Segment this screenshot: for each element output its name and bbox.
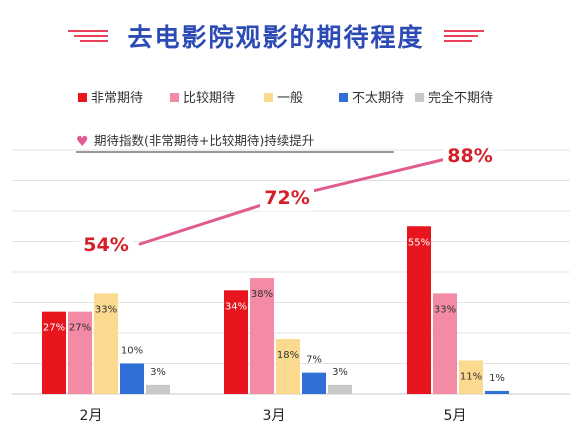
legend: 非常期待 比较期待 一般 不太期待 完全不期待 xyxy=(78,90,493,106)
index-label-3: 88% xyxy=(447,145,492,167)
index-note-text: 期待指数(非常期待+比较期待)持续提升 xyxy=(94,133,314,148)
bar-4-3 xyxy=(485,390,509,394)
bar-label-4-3: 1% xyxy=(489,373,505,384)
index-line-group: 54% 72% 88% xyxy=(79,143,497,258)
bar-4-1 xyxy=(120,363,144,394)
x-tick-label-2: 3月 xyxy=(263,408,286,424)
bar-label-4-1: 10% xyxy=(121,346,143,357)
index-label-2: 72% xyxy=(264,187,309,209)
bar-2-1 xyxy=(68,311,92,394)
index-label-bg-2 xyxy=(260,185,314,211)
bar-2-3 xyxy=(433,293,457,394)
chart-title: 去电影院观影的期待程度 xyxy=(127,23,424,52)
x-tick-label-1: 2月 xyxy=(80,408,103,424)
bar-2-2 xyxy=(250,278,274,394)
title-decoration-left xyxy=(68,30,108,42)
bar-1-2 xyxy=(224,290,248,394)
bars: 27% 27% 33% 10% 3% 34% 38% 18% 7% 3% 55% 33% 11% 1% xyxy=(42,226,509,394)
bar-label-2-3: 33% xyxy=(434,304,456,315)
bar-label-3-1: 33% xyxy=(95,304,117,315)
legend-label-2: 比较期待 xyxy=(183,91,235,106)
legend-label-5: 完全不期待 xyxy=(428,90,493,106)
bar-3-3 xyxy=(459,360,483,394)
bar-1-1 xyxy=(42,311,66,394)
legend-swatch-5 xyxy=(415,93,424,102)
bar-label-5-2: 3% xyxy=(332,367,348,378)
bar-label-4-2: 7% xyxy=(306,355,322,366)
legend-label-3: 一般 xyxy=(277,90,303,106)
legend-swatch-3 xyxy=(264,93,273,102)
bar-label-2-1: 27% xyxy=(69,323,91,334)
title-decoration-right xyxy=(444,30,484,42)
bar-3-2 xyxy=(276,339,300,394)
bar-label-1-3: 55% xyxy=(408,237,430,248)
bar-4-2 xyxy=(302,372,326,394)
legend-label-1: 非常期待 xyxy=(91,91,143,106)
bar-1-3 xyxy=(407,226,431,394)
index-label-1: 54% xyxy=(83,234,128,256)
bar-label-1-2: 34% xyxy=(225,301,247,312)
legend-label-4: 不太期待 xyxy=(352,91,404,106)
legend-swatch-2 xyxy=(170,93,179,102)
bar-label-1-1: 27% xyxy=(43,323,65,334)
index-label-bg-1 xyxy=(79,232,133,258)
bar-5-2 xyxy=(328,384,352,394)
bar-label-5-1: 3% xyxy=(150,367,166,378)
bar-label-2-2: 38% xyxy=(251,289,273,300)
heart-icon: ♥ xyxy=(76,134,89,150)
bar-3-1 xyxy=(94,293,118,394)
x-tick-label-3: 5月 xyxy=(444,408,467,424)
legend-swatch-4 xyxy=(339,93,348,102)
bar-label-3-2: 18% xyxy=(277,350,299,361)
x-axis: 2月 3月 5月 xyxy=(80,408,467,424)
bar-label-3-3: 11% xyxy=(460,371,482,382)
legend-swatch-1 xyxy=(78,93,87,102)
bar-5-1 xyxy=(146,384,170,394)
index-label-bg-3 xyxy=(443,143,497,169)
index-note: ♥ 期待指数(非常期待+比较期待)持续提升 xyxy=(76,133,394,153)
